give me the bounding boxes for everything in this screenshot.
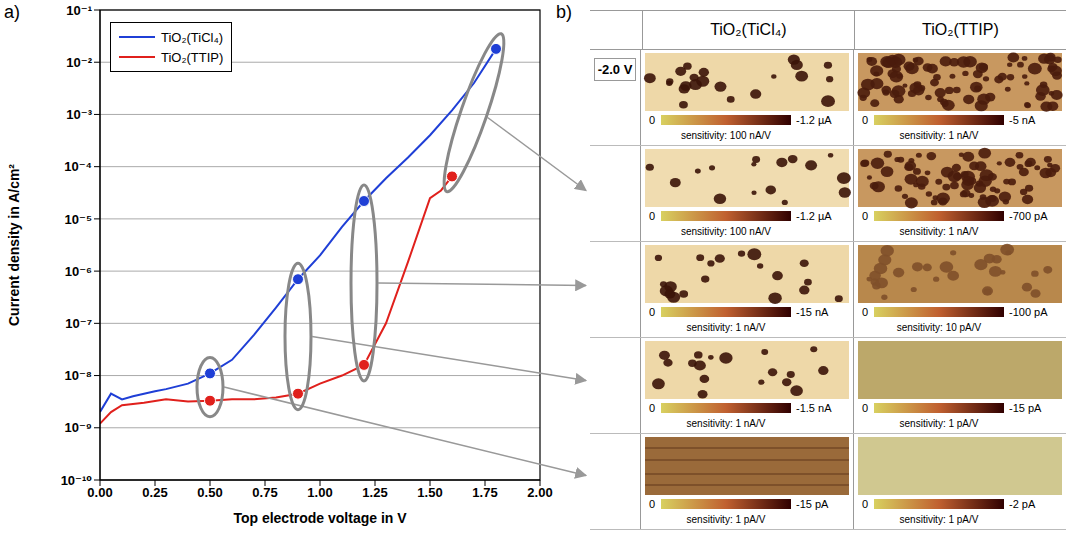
svg-text:-15 nA: -15 nA: [796, 306, 829, 318]
svg-text:1.50: 1.50: [417, 485, 442, 500]
svg-text:1.25: 1.25: [362, 485, 387, 500]
svg-text:10⁻³: 10⁻³: [66, 107, 92, 122]
html-text:TiO₂(TiCl₄): TiO₂(TiCl₄): [710, 21, 787, 38]
svg-text:10⁻⁵: 10⁻⁵: [65, 212, 92, 227]
svg-text:-700 pA: -700 pA: [1009, 210, 1048, 222]
svg-text:sensitivity: 100 nA/V: sensitivity: 100 nA/V: [681, 226, 771, 237]
svg-text:0: 0: [862, 402, 868, 414]
svg-text:sensitivity: 10 pA/V: sensitivity: 10 pA/V: [897, 322, 982, 333]
html-text:-2.0 V: -2.0 V: [597, 62, 633, 77]
html-text:b): b): [556, 2, 572, 22]
svg-text:sensitivity: 1 nA/V: sensitivity: 1 nA/V: [687, 322, 766, 333]
svg-text:-1.2 µA: -1.2 µA: [796, 210, 832, 222]
html-text:a): a): [4, 2, 20, 22]
svg-text:0: 0: [862, 306, 868, 318]
svg-text:0: 0: [649, 306, 655, 318]
svg-text:10⁻¹: 10⁻¹: [66, 3, 92, 18]
svg-text:-15 pA: -15 pA: [796, 498, 829, 510]
svg-text:-15 pA: -15 pA: [1009, 402, 1042, 414]
svg-text:10⁻¹⁰: 10⁻¹⁰: [61, 473, 93, 488]
svg-text:sensitivity: 1 pA/V: sensitivity: 1 pA/V: [900, 418, 979, 429]
svg-text:10⁻⁴: 10⁻⁴: [64, 159, 92, 174]
svg-text:-2 pA: -2 pA: [1009, 498, 1036, 510]
svg-text:0: 0: [649, 114, 655, 126]
svg-text:0.50: 0.50: [197, 485, 222, 500]
svg-text:0.00: 0.00: [87, 485, 113, 501]
svg-text:-100 pA: -100 pA: [1009, 306, 1048, 318]
svg-text:0.75: 0.75: [252, 485, 277, 500]
svg-text:10⁻⁹: 10⁻⁹: [65, 420, 93, 435]
svg-text:10⁻⁶: 10⁻⁶: [65, 264, 92, 279]
svg-text:0: 0: [649, 402, 655, 414]
svg-text:sensitivity: 1 pA/V: sensitivity: 1 pA/V: [900, 514, 979, 525]
svg-text:10⁻²: 10⁻²: [66, 55, 92, 70]
svg-text:10⁻⁷: 10⁻⁷: [65, 316, 92, 331]
svg-text:0: 0: [862, 498, 868, 510]
svg-text:sensitivity: 1 nA/V: sensitivity: 1 nA/V: [900, 226, 979, 237]
svg-text:-5 nA: -5 nA: [1009, 114, 1036, 126]
svg-text:Current density in A/cm²: Current density in A/cm²: [6, 164, 22, 326]
html-text:TiO₂(TTIP): TiO₂(TTIP): [161, 49, 224, 65]
svg-text:0: 0: [862, 210, 868, 222]
svg-text:sensitivity: 1 nA/V: sensitivity: 1 nA/V: [900, 130, 979, 141]
svg-text:1.75: 1.75: [472, 485, 497, 500]
svg-text:-1.2 µA: -1.2 µA: [796, 114, 832, 126]
svg-text:sensitivity: 1 pA/V: sensitivity: 1 pA/V: [687, 514, 766, 525]
svg-text:0: 0: [862, 114, 868, 126]
html-text:TiO₂(TTIP): TiO₂(TTIP): [922, 21, 999, 38]
html-text:TiO₂(TiCl₄): TiO₂(TiCl₄): [161, 29, 224, 45]
svg-text:0: 0: [649, 210, 655, 222]
svg-text:1.00: 1.00: [307, 485, 332, 500]
svg-text:sensitivity: 1 nA/V: sensitivity: 1 nA/V: [687, 418, 766, 429]
svg-text:0: 0: [649, 498, 655, 510]
svg-text:10⁻⁸: 10⁻⁸: [65, 368, 92, 383]
svg-text:0.25: 0.25: [142, 485, 167, 500]
svg-text:-1.5 nA: -1.5 nA: [796, 402, 832, 414]
svg-text:2.00: 2.00: [527, 485, 552, 500]
svg-text:Top electrode voltage in V: Top electrode voltage in V: [233, 510, 407, 526]
svg-text:sensitivity: 100 nA/V: sensitivity: 100 nA/V: [681, 130, 771, 141]
